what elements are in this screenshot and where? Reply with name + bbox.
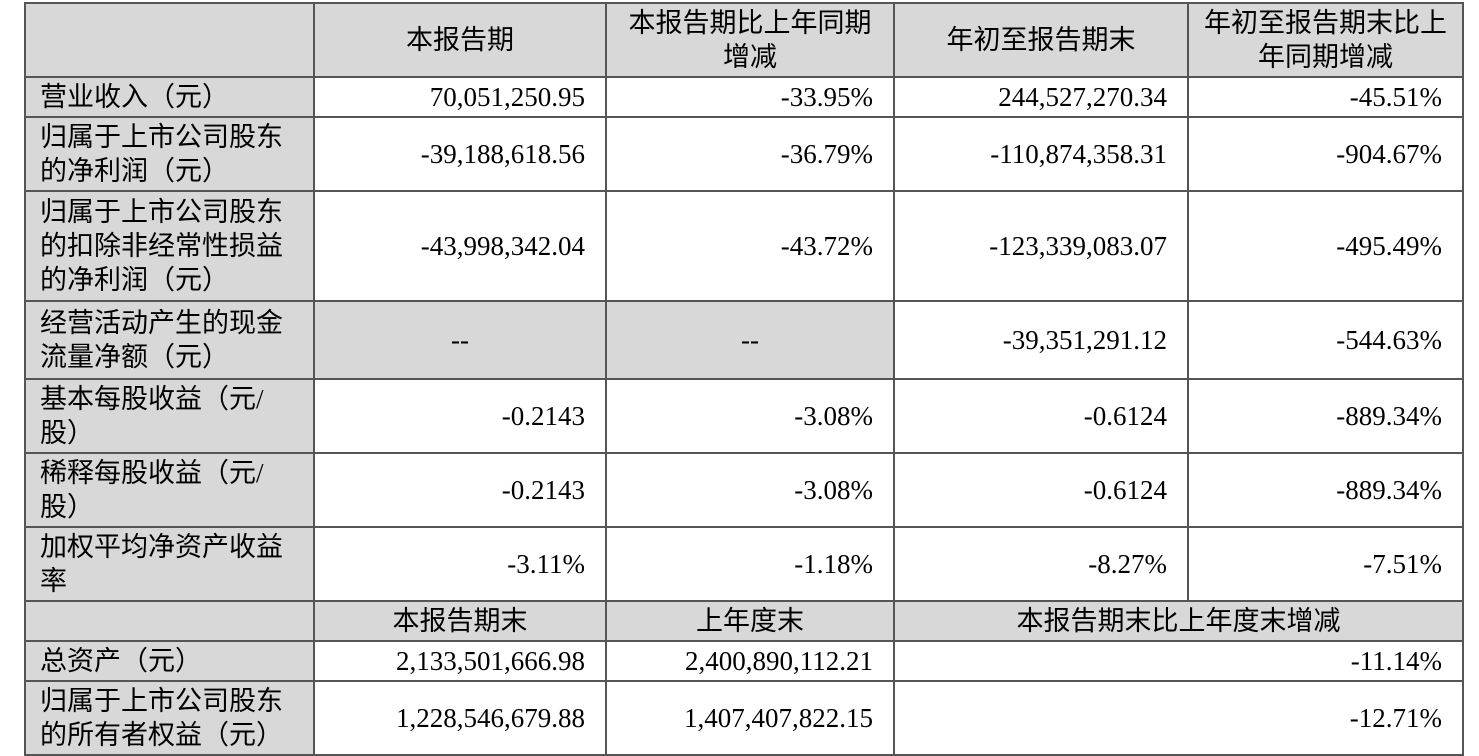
cell-ytd-yoy: -7.51% <box>1187 526 1464 602</box>
header-cell-year-to-date: 年初至报告期末 <box>893 2 1189 78</box>
table-row-net-profit: 归属于上市公司股东的净利润（元） -39,188,618.56 -36.79% … <box>24 116 1464 192</box>
subheader-cell-end-of-period: 本报告期末 <box>313 600 607 642</box>
cell-ytd-yoy: -45.51% <box>1187 76 1464 118</box>
cell-ytd: -0.6124 <box>893 452 1189 528</box>
cell-ytd: -123,339,083.07 <box>893 190 1189 302</box>
header-cell-blank <box>24 2 315 78</box>
cell-ytd: -39,351,291.12 <box>893 300 1189 380</box>
row-label: 经营活动产生的现金流量净额（元） <box>24 300 315 380</box>
table-row-total-assets: 总资产（元） 2,133,501,666.98 2,400,890,112.21… <box>24 640 1464 682</box>
table-row-operating-revenue: 营业收入（元） 70,051,250.95 -33.95% 244,527,27… <box>24 76 1464 118</box>
subheader-cell-blank <box>24 600 315 642</box>
subheader-cell-change-vs-last-year-end: 本报告期末比上年度末增减 <box>893 600 1464 642</box>
cell-ytd: 244,527,270.34 <box>893 76 1189 118</box>
row-label: 营业收入（元） <box>24 76 315 118</box>
cell-current-yoy: -- <box>605 300 895 380</box>
cell-end-of-last-year: 1,407,407,822.15 <box>605 680 895 756</box>
table-row-basic-eps: 基本每股收益（元/股） -0.2143 -3.08% -0.6124 -889.… <box>24 378 1464 454</box>
row-label: 稀释每股收益（元/股） <box>24 452 315 528</box>
cell-current: -3.11% <box>313 526 607 602</box>
cell-ytd-yoy: -889.34% <box>1187 378 1464 454</box>
cell-current: -43,998,342.04 <box>313 190 607 302</box>
row-label: 归属于上市公司股东的所有者权益（元） <box>24 680 315 756</box>
cell-end-of-last-year: 2,400,890,112.21 <box>605 640 895 682</box>
row-label: 归属于上市公司股东的扣除非经常性损益的净利润（元） <box>24 190 315 302</box>
cell-current-yoy: -1.18% <box>605 526 895 602</box>
cell-ytd-yoy: -889.34% <box>1187 452 1464 528</box>
cell-ytd: -0.6124 <box>893 378 1189 454</box>
table-subheader-row: 本报告期末 上年度末 本报告期末比上年度末增减 <box>24 600 1464 642</box>
cell-current-yoy: -33.95% <box>605 76 895 118</box>
row-label: 基本每股收益（元/股） <box>24 378 315 454</box>
cell-current: -0.2143 <box>313 452 607 528</box>
row-label: 总资产（元） <box>24 640 315 682</box>
cell-current-yoy: -43.72% <box>605 190 895 302</box>
table-row-net-profit-excl-nonrecurring: 归属于上市公司股东的扣除非经常性损益的净利润（元） -43,998,342.04… <box>24 190 1464 302</box>
header-cell-current-period-yoy: 本报告期比上年同期增减 <box>605 2 895 78</box>
table-row-diluted-eps: 稀释每股收益（元/股） -0.2143 -3.08% -0.6124 -889.… <box>24 452 1464 528</box>
cell-current: -- <box>313 300 607 380</box>
cell-ytd: -110,874,358.31 <box>893 116 1189 192</box>
cell-ytd-yoy: -495.49% <box>1187 190 1464 302</box>
header-cell-year-to-date-yoy: 年初至报告期末比上年同期增减 <box>1187 2 1464 78</box>
cell-ytd-yoy: -544.63% <box>1187 300 1464 380</box>
cell-change: -11.14% <box>893 640 1464 682</box>
cell-current: -39,188,618.56 <box>313 116 607 192</box>
cell-end-of-period: 1,228,546,679.88 <box>313 680 607 756</box>
table-row-operating-cash-flow: 经营活动产生的现金流量净额（元） -- -- -39,351,291.12 -5… <box>24 300 1464 380</box>
cell-end-of-period: 2,133,501,666.98 <box>313 640 607 682</box>
financial-summary-table: 本报告期 本报告期比上年同期增减 年初至报告期末 年初至报告期末比上年同期增减 … <box>24 2 1464 756</box>
row-label: 加权平均净资产收益率 <box>24 526 315 602</box>
subheader-cell-end-of-last-year: 上年度末 <box>605 600 895 642</box>
cell-change: -12.71% <box>893 680 1464 756</box>
cell-current: -0.2143 <box>313 378 607 454</box>
cell-current: 70,051,250.95 <box>313 76 607 118</box>
table-row-equity-attributable-to-shareholders: 归属于上市公司股东的所有者权益（元） 1,228,546,679.88 1,40… <box>24 680 1464 756</box>
cell-ytd-yoy: -904.67% <box>1187 116 1464 192</box>
header-cell-current-period: 本报告期 <box>313 2 607 78</box>
cell-current-yoy: -3.08% <box>605 452 895 528</box>
cell-current-yoy: -3.08% <box>605 378 895 454</box>
row-label: 归属于上市公司股东的净利润（元） <box>24 116 315 192</box>
cell-current-yoy: -36.79% <box>605 116 895 192</box>
cell-ytd: -8.27% <box>893 526 1189 602</box>
table-header-row: 本报告期 本报告期比上年同期增减 年初至报告期末 年初至报告期末比上年同期增减 <box>24 2 1464 78</box>
table-row-weighted-avg-roe: 加权平均净资产收益率 -3.11% -1.18% -8.27% -7.51% <box>24 526 1464 602</box>
